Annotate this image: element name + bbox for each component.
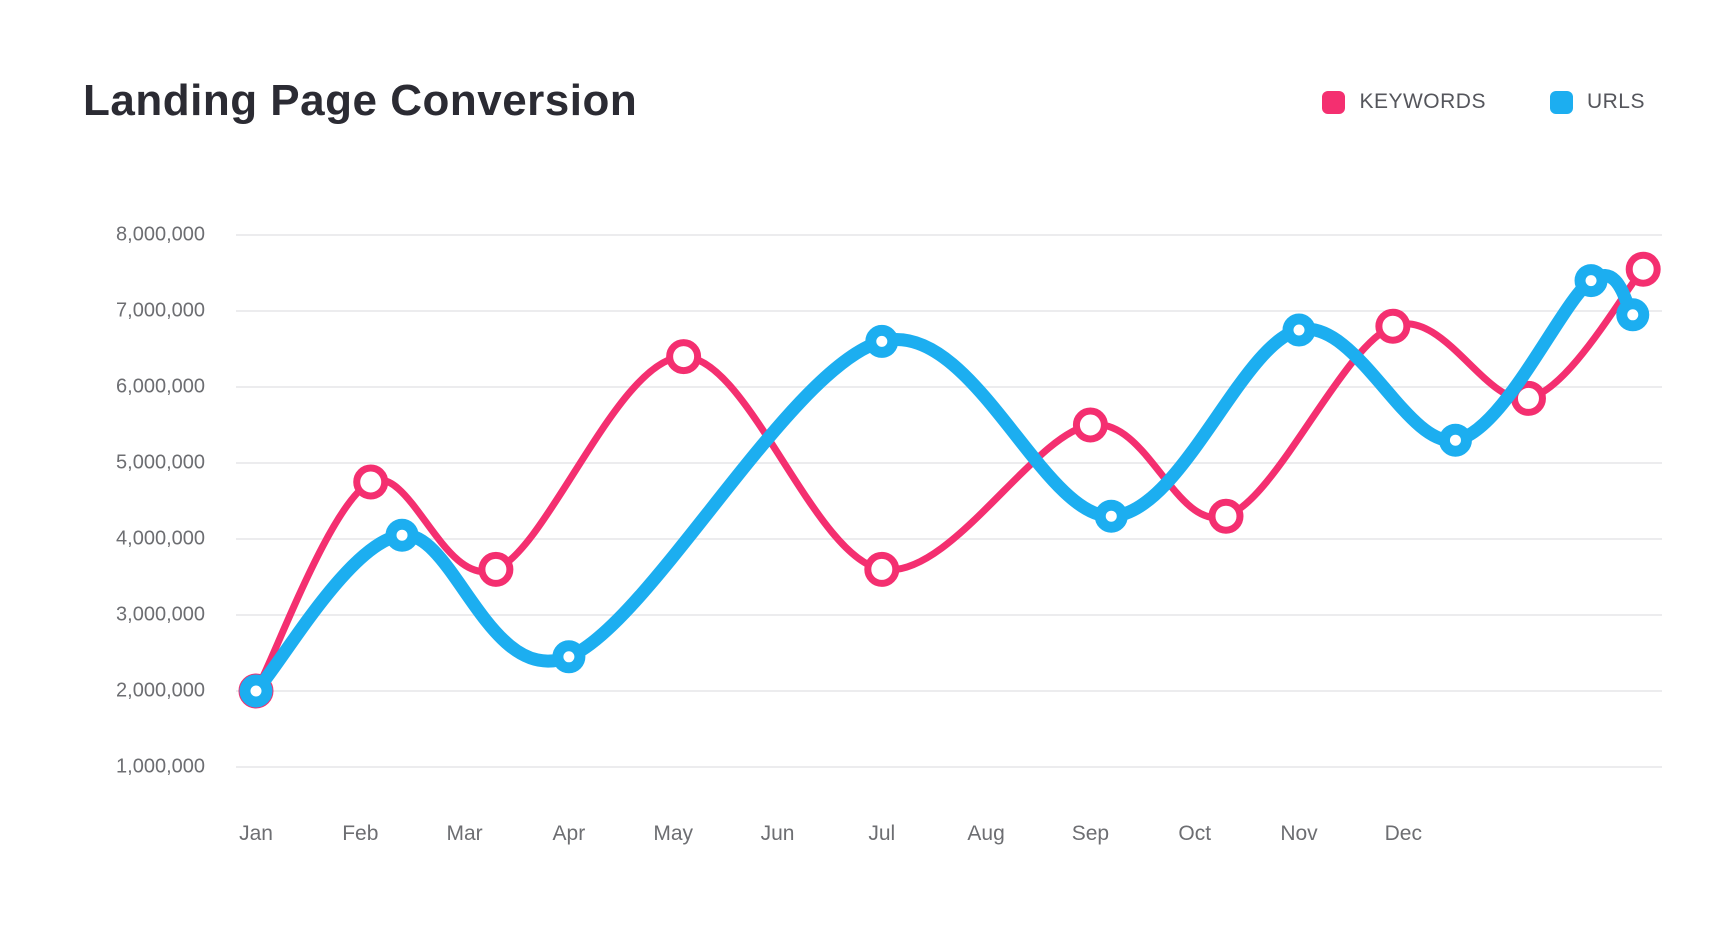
urls-marker xyxy=(1282,313,1316,347)
urls-marker xyxy=(552,640,586,674)
urls-marker xyxy=(1616,298,1650,332)
urls-marker xyxy=(1094,499,1128,533)
urls-line xyxy=(249,269,1640,698)
legend-item-keywords[interactable]: KEYWORDS xyxy=(1322,90,1486,114)
y-axis-tick-label: 5,000,000 xyxy=(116,451,205,473)
keywords-marker xyxy=(666,339,702,375)
legend-label-keywords: KEYWORDS xyxy=(1359,90,1486,113)
y-axis-tick-label: 2,000,000 xyxy=(116,679,205,701)
y-axis-tick-label: 3,000,000 xyxy=(116,603,205,625)
keywords-marker xyxy=(1208,498,1244,534)
urls-marker xyxy=(239,674,273,708)
y-axis-tick-label: 6,000,000 xyxy=(116,375,205,397)
x-axis-tick-label: Mar xyxy=(447,822,483,845)
keywords-marker xyxy=(1625,251,1661,287)
y-axis-tick-label: 1,000,000 xyxy=(116,755,205,777)
legend-label-urls: URLS xyxy=(1586,90,1645,113)
keywords-marker xyxy=(353,464,389,500)
keywords-marker xyxy=(1072,407,1108,443)
x-axis-tick-label: Aug xyxy=(967,822,1004,845)
keywords-marker xyxy=(864,551,900,587)
page-title: Landing Page Conversion xyxy=(83,76,638,125)
urls-marker xyxy=(865,324,899,358)
legend: KEYWORDS URLS xyxy=(1322,90,1645,114)
keywords-line xyxy=(252,265,1647,695)
x-axis-tick-label: Apr xyxy=(553,822,586,845)
y-axis-tick-label: 8,000,000 xyxy=(116,223,205,245)
legend-item-urls[interactable]: URLS xyxy=(1549,90,1645,114)
urls-marker xyxy=(1438,423,1472,457)
urls-swatch-icon xyxy=(1549,90,1573,114)
x-axis-tick-label: May xyxy=(653,822,693,845)
urls-marker xyxy=(385,518,419,552)
x-axis-tick-label: Sep xyxy=(1072,822,1109,845)
x-axis-tick-label: Dec xyxy=(1385,822,1422,845)
x-axis-tick-label: Jun xyxy=(761,822,795,845)
keywords-marker xyxy=(478,551,514,587)
x-axis-tick-label: Oct xyxy=(1178,822,1211,845)
keywords-marker xyxy=(1375,308,1411,344)
keywords-swatch-icon xyxy=(1322,90,1346,114)
x-axis-tick-label: Jul xyxy=(868,822,895,845)
x-axis-tick-label: Nov xyxy=(1280,822,1318,845)
urls-marker xyxy=(1574,264,1608,298)
y-axis-tick-label: 7,000,000 xyxy=(116,299,205,321)
y-axis-tick-label: 4,000,000 xyxy=(116,527,205,549)
x-axis-tick-label: Feb xyxy=(342,822,378,845)
x-axis-tick-label: Jan xyxy=(239,822,273,845)
